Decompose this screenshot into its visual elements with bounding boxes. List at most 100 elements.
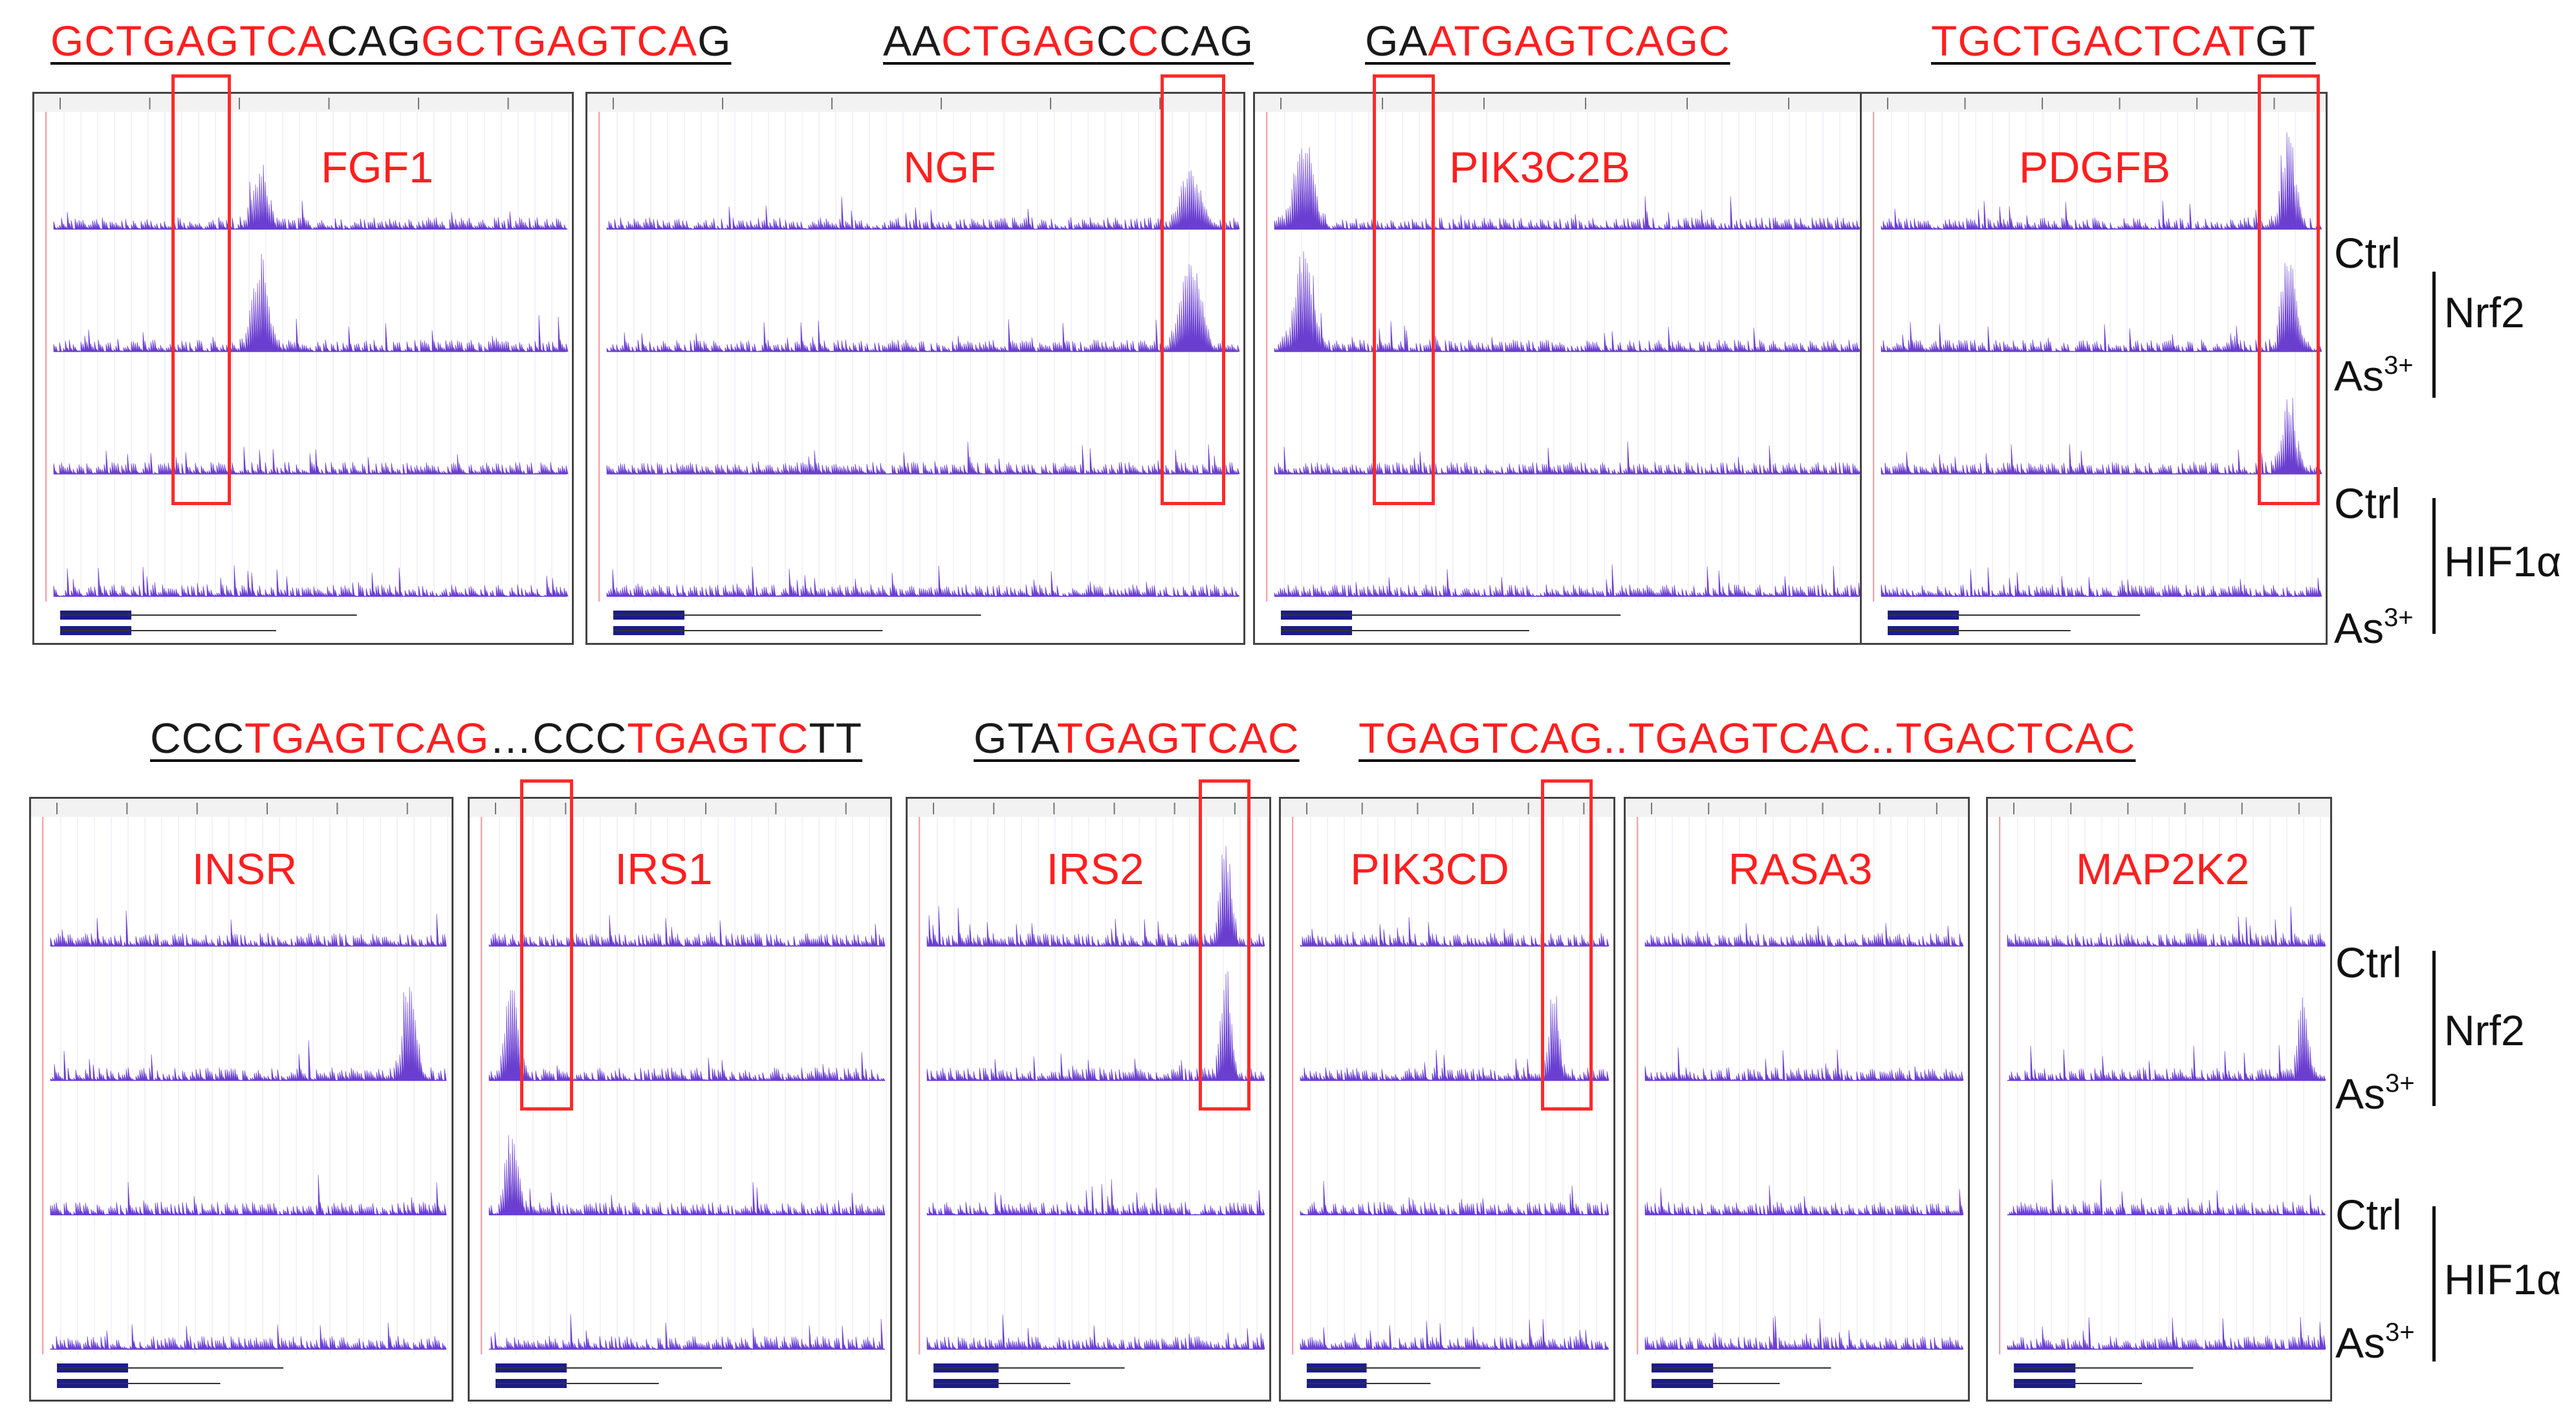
motif-irs2: GTATGAGTCAC xyxy=(974,717,1300,759)
track-panel-insr: INSR xyxy=(29,797,453,1402)
scale-ruler xyxy=(1626,799,1968,817)
condition-as-base: As xyxy=(2334,604,2385,652)
motif-pik3c2b: GAATGAGTCAGC xyxy=(1365,19,1730,62)
highlight-box-irs2 xyxy=(1199,779,1250,1111)
signal-track xyxy=(1644,923,1964,947)
gene-label-irs1: IRS1 xyxy=(615,845,713,894)
condition-as-base: As xyxy=(2334,352,2385,400)
scale-ruler xyxy=(34,94,572,112)
gene-label-pik3cd: PIK3CD xyxy=(1350,845,1509,894)
track-panel-irs2: IRS2 xyxy=(906,779,1271,1402)
factor-label-nrf2-bottom: Nrf2 xyxy=(2444,1006,2525,1054)
signal-tracks xyxy=(31,799,452,1388)
signal-track xyxy=(1881,397,2322,475)
signal-tracks xyxy=(1281,799,1613,1388)
motif-segment: CTGAG xyxy=(941,17,1097,65)
highlight-box-pik3cd xyxy=(1541,779,1593,1111)
signal-track xyxy=(1300,1180,1610,1216)
condition-ctrl-nrf2-top: Ctrl xyxy=(2334,229,2401,277)
factor-label-hif1a-top: HIF1α xyxy=(2444,537,2562,585)
motif-segment: C xyxy=(1128,17,1160,65)
signal-tracks xyxy=(908,799,1269,1388)
signal-track xyxy=(50,1175,447,1216)
signal-track xyxy=(1274,147,1861,230)
gene-label-fgf1: FGF1 xyxy=(321,143,433,192)
signal-track xyxy=(1274,251,1861,353)
signal-track xyxy=(1644,1047,1964,1081)
signal-track xyxy=(1881,263,2322,353)
gene-label-map2k2: MAP2K2 xyxy=(2075,845,2250,894)
signal-track xyxy=(926,971,1265,1081)
scale-ruler xyxy=(587,94,1243,112)
signal-track xyxy=(53,446,569,475)
track-panel-ngf: NGF xyxy=(585,74,1245,645)
factor-label-nrf2-top: Nrf2 xyxy=(2444,288,2525,336)
signal-track xyxy=(606,442,1240,475)
track-panel-pik3c2b: PIK3C2B xyxy=(1253,74,1866,645)
motif-segment: TT xyxy=(809,714,862,762)
scale-ruler xyxy=(31,799,452,817)
signal-tracks xyxy=(1626,799,1968,1388)
condition-ctrl-hif1a-bottom: Ctrl xyxy=(2335,1191,2402,1239)
motif-insr-irs1: CCCTGAGTCAG…CCCTGAGTCTT xyxy=(150,717,862,759)
motif-segment: CAG xyxy=(327,17,422,65)
motif-segment: TGAGTCAC xyxy=(1056,714,1300,762)
gene-label-pik3c2b: PIK3C2B xyxy=(1449,143,1630,192)
motif-segment: ATGAGTCAGC xyxy=(1428,17,1730,65)
motif-pdgfb: TGCTGACTCATGT xyxy=(1931,19,2316,62)
scale-ruler xyxy=(1255,94,1864,112)
condition-as-nrf2-bottom: As3+ xyxy=(2335,1070,2415,1115)
signal-track xyxy=(606,565,1240,598)
signal-track xyxy=(2007,1317,2326,1350)
motif-segment: CCC xyxy=(150,714,245,762)
signal-tracks xyxy=(1862,94,2326,635)
motif-segment: GTA xyxy=(974,714,1057,762)
signal-tracks xyxy=(470,799,890,1388)
signal-track xyxy=(53,164,569,230)
highlight-box-pdgfb xyxy=(2258,74,2320,505)
signal-track xyxy=(1300,1319,1610,1350)
highlight-box-irs1 xyxy=(520,779,573,1111)
signal-track xyxy=(926,1179,1265,1216)
signal-track xyxy=(50,1323,447,1350)
motif-segment: …CCC xyxy=(489,714,628,762)
condition-as-nrf2-top: As3+ xyxy=(2334,353,2414,397)
signal-tracks xyxy=(34,94,572,635)
signal-track xyxy=(50,986,447,1081)
condition-as-hif1a-top: As3+ xyxy=(2334,605,2414,649)
group-bar-nrf2-top xyxy=(2432,272,2436,398)
signal-track xyxy=(926,1314,1265,1350)
track-panel-map2k2: MAP2K2 xyxy=(1986,797,2332,1402)
scale-ruler xyxy=(1281,799,1613,817)
motif-segment: C xyxy=(1096,17,1128,65)
signal-track xyxy=(53,565,569,598)
motif-segment: TGAGTCAG xyxy=(245,714,490,762)
gene-label-irs2: IRS2 xyxy=(1046,845,1144,894)
track-panel-pik3cd: PIK3CD xyxy=(1279,779,1615,1402)
condition-as-base: As xyxy=(2335,1070,2386,1118)
track-panel-rasa3: RASA3 xyxy=(1624,797,1970,1402)
motif-segment: TGAGTC xyxy=(627,714,809,762)
condition-ctrl-nrf2-bottom: Ctrl xyxy=(2335,938,2402,986)
signal-track xyxy=(2007,997,2326,1081)
motif-segment: AA xyxy=(883,17,942,65)
signal-track xyxy=(488,1314,886,1350)
signal-tracks xyxy=(1988,799,2330,1388)
group-bar-nrf2-bottom xyxy=(2432,951,2436,1106)
gene-label-ngf: NGF xyxy=(903,143,996,192)
condition-as-superscript: 3+ xyxy=(2384,603,2414,632)
motif-segment: GT xyxy=(2255,17,2316,65)
condition-ctrl-hif1a-top: Ctrl xyxy=(2334,479,2401,527)
condition-as-hif1a-bottom: As3+ xyxy=(2335,1319,2415,1364)
signal-track xyxy=(2007,1179,2326,1216)
signal-track xyxy=(1274,441,1861,475)
track-panel-irs1: IRS1 xyxy=(468,779,892,1402)
signal-track xyxy=(1644,1316,1964,1350)
group-bar-hif1a-bottom xyxy=(2432,1206,2436,1361)
condition-as-base: As xyxy=(2335,1319,2386,1367)
gene-label-rasa3: RASA3 xyxy=(1728,845,1873,894)
signal-track xyxy=(606,170,1240,230)
motif-segment: GCTGAGTCA xyxy=(50,17,327,65)
motif-segment: GA xyxy=(1365,17,1428,65)
factor-label-hif1a-bottom: HIF1α xyxy=(2444,1255,2562,1303)
